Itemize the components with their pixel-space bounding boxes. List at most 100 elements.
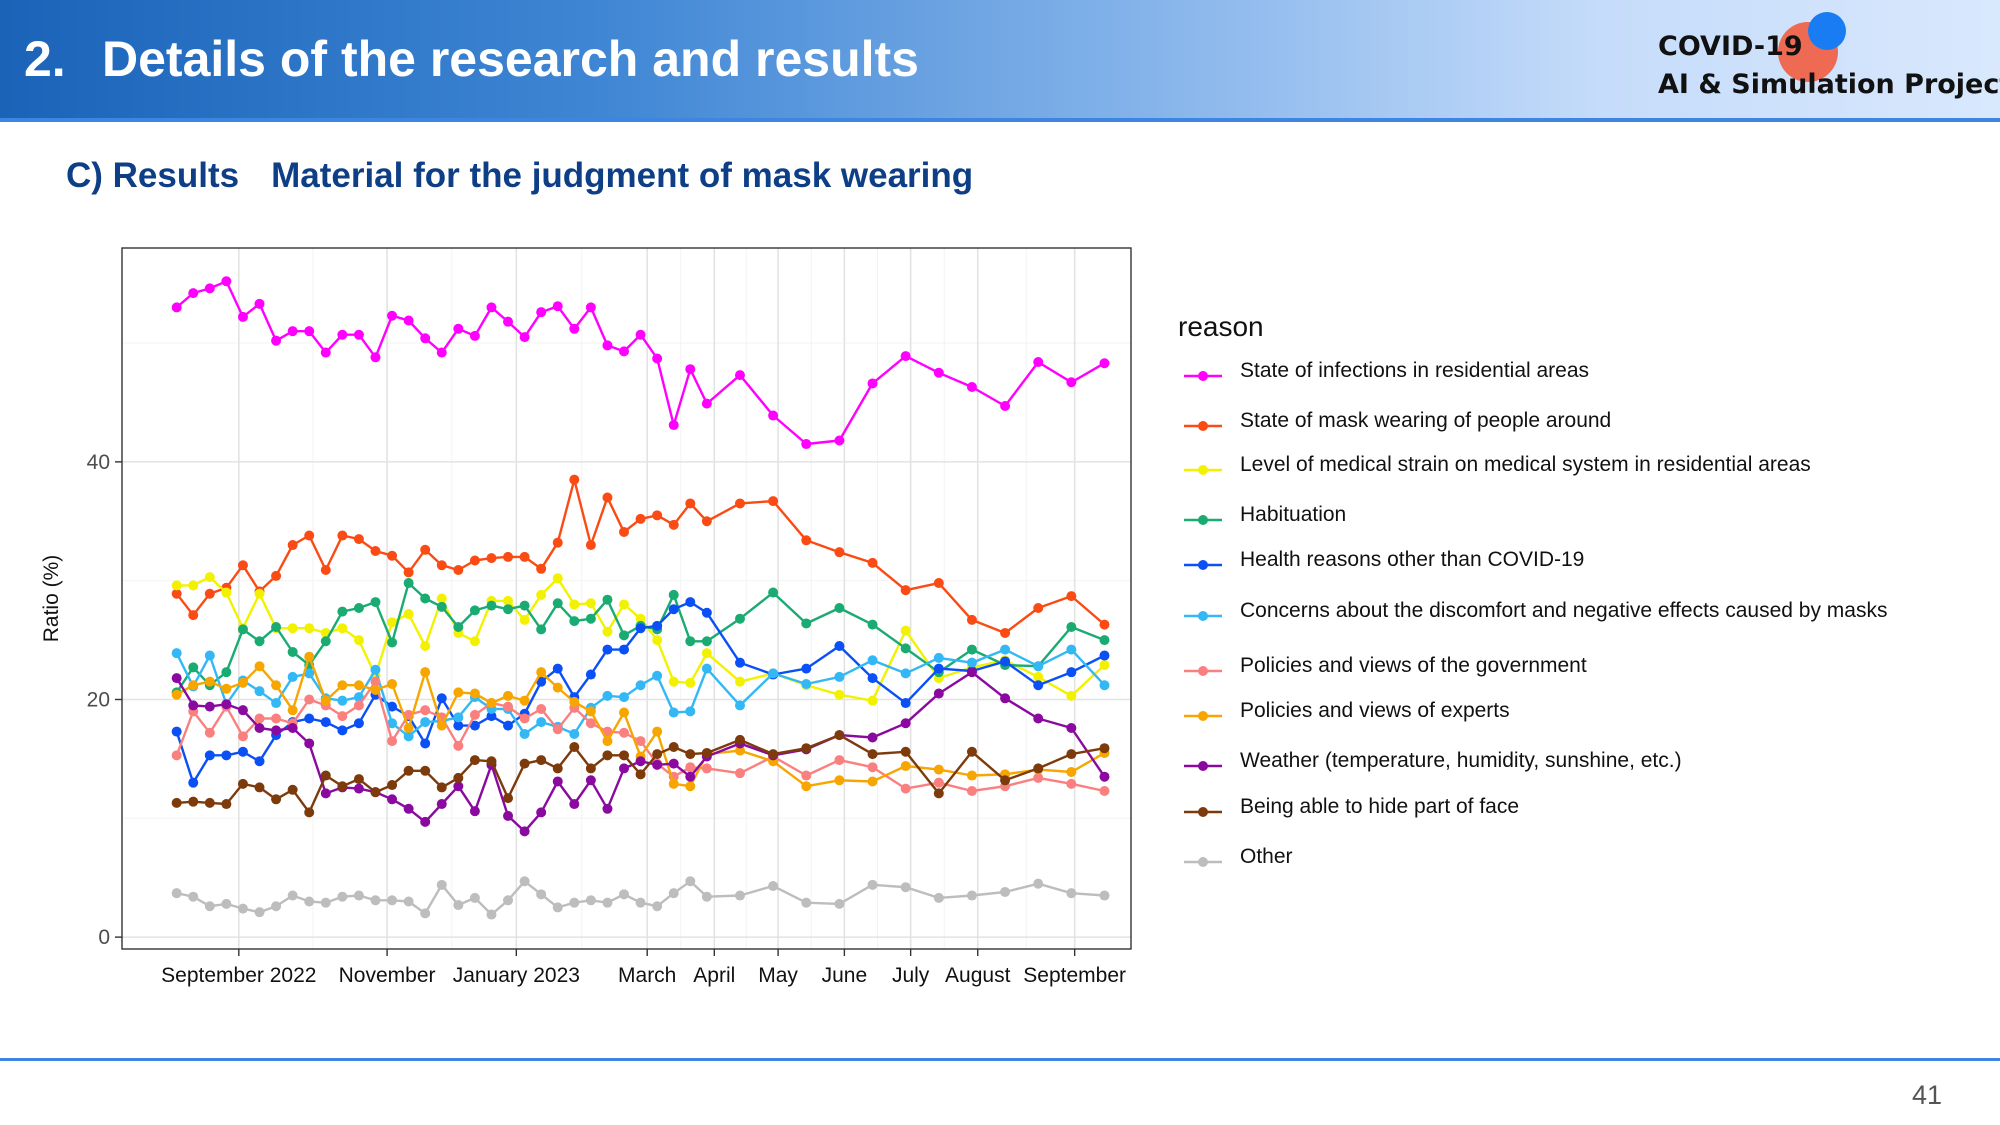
data-point bbox=[536, 755, 547, 766]
data-point bbox=[867, 695, 878, 706]
data-point bbox=[900, 718, 911, 729]
data-point bbox=[768, 668, 779, 679]
data-point bbox=[387, 718, 398, 729]
data-point bbox=[320, 717, 331, 728]
data-point bbox=[271, 570, 282, 581]
logo-line-2: AI & Simulation Project bbox=[1658, 69, 2000, 100]
legend-label: Policies and views of the government bbox=[1240, 654, 1587, 677]
data-point bbox=[1099, 785, 1110, 796]
data-point bbox=[304, 651, 315, 662]
data-point bbox=[569, 599, 580, 610]
legend-key-dot bbox=[1198, 857, 1208, 867]
x-tick-label: May bbox=[758, 964, 798, 987]
legend-key-dot bbox=[1198, 666, 1208, 676]
data-point bbox=[635, 736, 646, 747]
data-point bbox=[635, 897, 646, 908]
data-point bbox=[652, 670, 663, 681]
data-point bbox=[552, 537, 563, 548]
data-point bbox=[453, 900, 464, 911]
data-point bbox=[585, 895, 596, 906]
footer-divider bbox=[0, 1058, 2000, 1061]
data-point bbox=[254, 723, 265, 734]
data-point bbox=[237, 560, 248, 571]
data-point bbox=[1000, 775, 1011, 786]
data-point bbox=[536, 717, 547, 728]
data-point bbox=[635, 769, 646, 780]
data-point bbox=[420, 705, 431, 716]
data-point bbox=[734, 657, 745, 668]
data-point bbox=[403, 723, 414, 734]
data-point bbox=[966, 614, 977, 625]
data-point bbox=[237, 677, 248, 688]
data-point bbox=[469, 555, 480, 566]
data-point bbox=[569, 742, 580, 753]
data-point bbox=[1099, 660, 1110, 671]
data-point bbox=[469, 720, 480, 731]
data-point bbox=[834, 671, 845, 682]
data-point bbox=[503, 720, 514, 731]
y-tick-label: 0 bbox=[98, 926, 110, 949]
data-point bbox=[685, 597, 696, 608]
data-point bbox=[619, 763, 630, 774]
data-point bbox=[353, 329, 364, 340]
data-point bbox=[304, 807, 315, 818]
data-point bbox=[1066, 591, 1077, 602]
plot-area bbox=[122, 248, 1131, 949]
legend-label: Concerns about the discomfort and negati… bbox=[1240, 599, 1887, 622]
data-point bbox=[304, 623, 315, 634]
data-point bbox=[1066, 723, 1077, 734]
data-point bbox=[503, 595, 514, 606]
data-point bbox=[701, 763, 712, 774]
data-point bbox=[966, 657, 977, 668]
data-point bbox=[271, 622, 282, 633]
data-point bbox=[966, 746, 977, 757]
data-point bbox=[1099, 771, 1110, 782]
slide-subtitle: C) Results Material for the judgment of m… bbox=[66, 156, 973, 196]
data-point bbox=[1033, 661, 1044, 672]
data-point bbox=[353, 534, 364, 545]
data-point bbox=[370, 676, 381, 687]
data-point bbox=[188, 610, 199, 621]
data-point bbox=[619, 692, 630, 703]
data-point bbox=[569, 897, 580, 908]
data-point bbox=[370, 684, 381, 695]
data-point bbox=[436, 879, 447, 890]
data-point bbox=[768, 749, 779, 760]
data-point bbox=[337, 329, 348, 340]
y-axis-title: Ratio (%) bbox=[40, 555, 63, 643]
data-point bbox=[453, 720, 464, 731]
data-point bbox=[353, 680, 364, 691]
data-point bbox=[287, 623, 298, 634]
data-point bbox=[221, 799, 232, 810]
data-point bbox=[602, 492, 613, 503]
data-point bbox=[768, 587, 779, 598]
data-point bbox=[933, 777, 944, 788]
data-point bbox=[536, 624, 547, 635]
data-point bbox=[867, 557, 878, 568]
header-divider bbox=[0, 118, 2000, 122]
legend-label: Policies and views of experts bbox=[1240, 699, 1510, 722]
data-point bbox=[602, 340, 613, 351]
data-point bbox=[237, 778, 248, 789]
data-point bbox=[403, 765, 414, 776]
data-point bbox=[867, 879, 878, 890]
data-point bbox=[867, 619, 878, 630]
section-number: 2. bbox=[24, 31, 66, 87]
data-point bbox=[370, 352, 381, 363]
data-point bbox=[1000, 644, 1011, 655]
data-point bbox=[1000, 886, 1011, 897]
data-point bbox=[204, 588, 215, 599]
data-point bbox=[652, 901, 663, 912]
data-point bbox=[619, 750, 630, 761]
data-point bbox=[933, 892, 944, 903]
data-point bbox=[337, 695, 348, 706]
data-point bbox=[685, 498, 696, 509]
data-point bbox=[635, 329, 646, 340]
data-point bbox=[685, 781, 696, 792]
data-point bbox=[834, 547, 845, 558]
data-point bbox=[552, 763, 563, 774]
logo-line-1: COVID-19 bbox=[1658, 31, 1803, 62]
data-point bbox=[387, 736, 398, 747]
legend-label: Habituation bbox=[1240, 503, 1346, 526]
data-point bbox=[602, 726, 613, 737]
